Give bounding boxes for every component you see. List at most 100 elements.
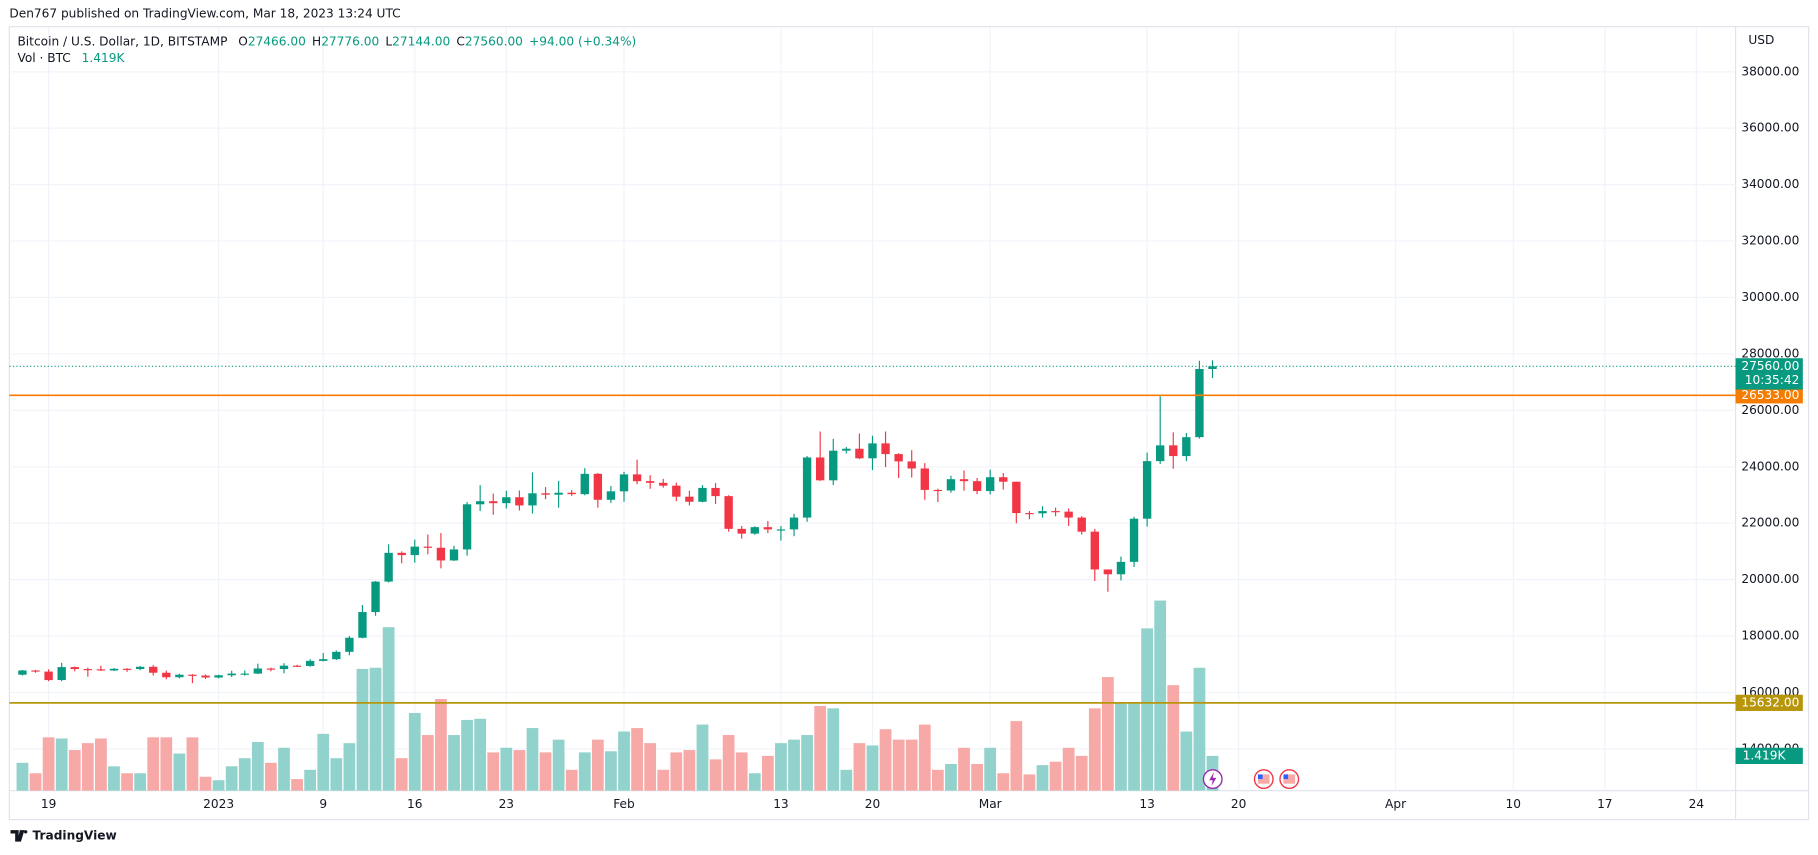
candle-body bbox=[214, 675, 223, 678]
y-tick-label: 26000.00 bbox=[1741, 403, 1799, 417]
candle-body bbox=[842, 448, 851, 451]
volume-bar bbox=[369, 667, 382, 791]
candle-body bbox=[410, 546, 419, 556]
volume-bar bbox=[552, 739, 565, 791]
level-label-box bbox=[1735, 694, 1803, 711]
volume-bar bbox=[761, 755, 774, 791]
candle-body bbox=[18, 670, 27, 675]
event-icons bbox=[1202, 769, 1300, 790]
volume-bar bbox=[1141, 628, 1153, 791]
level-label-box bbox=[1735, 387, 1803, 404]
candle-body bbox=[1077, 517, 1086, 532]
x-tick-label: 20 bbox=[865, 797, 880, 811]
volume-bar bbox=[29, 773, 42, 791]
candle-body bbox=[305, 660, 315, 666]
candle-body bbox=[515, 497, 524, 506]
volume-bar bbox=[68, 750, 81, 791]
volume-bar bbox=[1167, 685, 1180, 791]
volume-bar bbox=[918, 724, 931, 791]
x-tick-label: 13 bbox=[1139, 797, 1154, 811]
volume-bar bbox=[526, 728, 539, 791]
volume-bar bbox=[55, 738, 68, 791]
volume-bar bbox=[121, 773, 133, 791]
volume-bar bbox=[945, 763, 957, 791]
volume-bar bbox=[1062, 747, 1075, 791]
candle-body bbox=[619, 474, 629, 492]
y-tick-label: 30000.00 bbox=[1741, 290, 1799, 304]
candle-body bbox=[57, 667, 66, 681]
candle-body bbox=[920, 468, 929, 490]
candle-body bbox=[933, 489, 943, 492]
volume-bar bbox=[905, 739, 918, 791]
volume-bar bbox=[408, 712, 421, 791]
volume-bar bbox=[801, 735, 813, 791]
candle-body bbox=[1142, 461, 1152, 519]
x-tick-label: 10 bbox=[1506, 797, 1521, 811]
candle-body bbox=[1103, 569, 1113, 575]
candle-body bbox=[227, 673, 236, 676]
x-tick-label: Feb bbox=[613, 797, 635, 811]
volume-bar bbox=[1049, 761, 1062, 791]
change: +94.00 (+0.34%) bbox=[529, 34, 636, 48]
candle-body bbox=[201, 675, 210, 678]
candle-body bbox=[541, 493, 550, 495]
candle-body bbox=[985, 477, 995, 492]
candle-body bbox=[580, 473, 589, 495]
candle-body bbox=[711, 487, 720, 497]
volume-bar bbox=[657, 769, 670, 791]
volume-bar bbox=[931, 769, 944, 791]
volume-bar bbox=[487, 752, 500, 791]
volume-bar bbox=[722, 735, 735, 791]
volume-bar bbox=[1036, 765, 1049, 791]
candle-body bbox=[397, 552, 406, 556]
level-label: 15632.00 bbox=[1741, 695, 1799, 709]
volume-bar bbox=[735, 752, 748, 791]
x-tick-label: 9 bbox=[319, 797, 327, 811]
volume-bar bbox=[788, 739, 800, 791]
candle-body bbox=[1195, 368, 1204, 438]
candle-body bbox=[1051, 511, 1060, 513]
candle-body bbox=[96, 669, 106, 671]
candle-body bbox=[1208, 366, 1217, 369]
candle-body bbox=[868, 443, 877, 459]
volume-bar bbox=[1075, 755, 1088, 791]
volume-bar bbox=[225, 766, 238, 791]
l-label: L bbox=[385, 34, 392, 48]
volume-bar bbox=[853, 743, 866, 791]
volume-bar bbox=[618, 731, 630, 791]
volume-bar bbox=[1010, 721, 1023, 791]
candle-body bbox=[83, 669, 93, 671]
candle-body bbox=[829, 450, 838, 481]
volume-bar bbox=[748, 773, 761, 791]
volume-bar bbox=[539, 752, 552, 791]
candle-body bbox=[462, 504, 472, 550]
y-tick-label: 38000.00 bbox=[1741, 64, 1799, 78]
volume-bar bbox=[108, 766, 120, 791]
volume-bar bbox=[42, 737, 55, 791]
candle-body bbox=[70, 667, 79, 670]
candle-body bbox=[672, 485, 681, 497]
l-value: 27144.00 bbox=[392, 34, 450, 48]
publisher: Den767 published on TradingView.com, Mar… bbox=[9, 6, 400, 20]
candle-body bbox=[659, 482, 668, 486]
candle-body bbox=[1182, 437, 1191, 457]
volume-bar bbox=[278, 747, 290, 791]
volume-bar bbox=[160, 737, 173, 791]
volume-bar bbox=[474, 718, 487, 791]
volume-bar bbox=[304, 769, 317, 791]
volume-bar bbox=[631, 728, 643, 791]
candle-body bbox=[763, 527, 773, 530]
volume-bar bbox=[16, 762, 29, 791]
volume-bar bbox=[709, 759, 722, 791]
candle-body bbox=[698, 487, 707, 502]
candle-body bbox=[1090, 531, 1099, 570]
chart-frame bbox=[8, 26, 1810, 821]
plot bbox=[9, 26, 1736, 791]
symbol: Bitcoin / U.S. Dollar, 1D, BITSTAMP bbox=[17, 34, 227, 48]
candle-body bbox=[358, 612, 367, 638]
candle-body bbox=[1129, 518, 1139, 562]
candle-body bbox=[109, 668, 119, 671]
volume-bar bbox=[395, 758, 408, 791]
y-tick-label: 20000.00 bbox=[1741, 572, 1799, 586]
